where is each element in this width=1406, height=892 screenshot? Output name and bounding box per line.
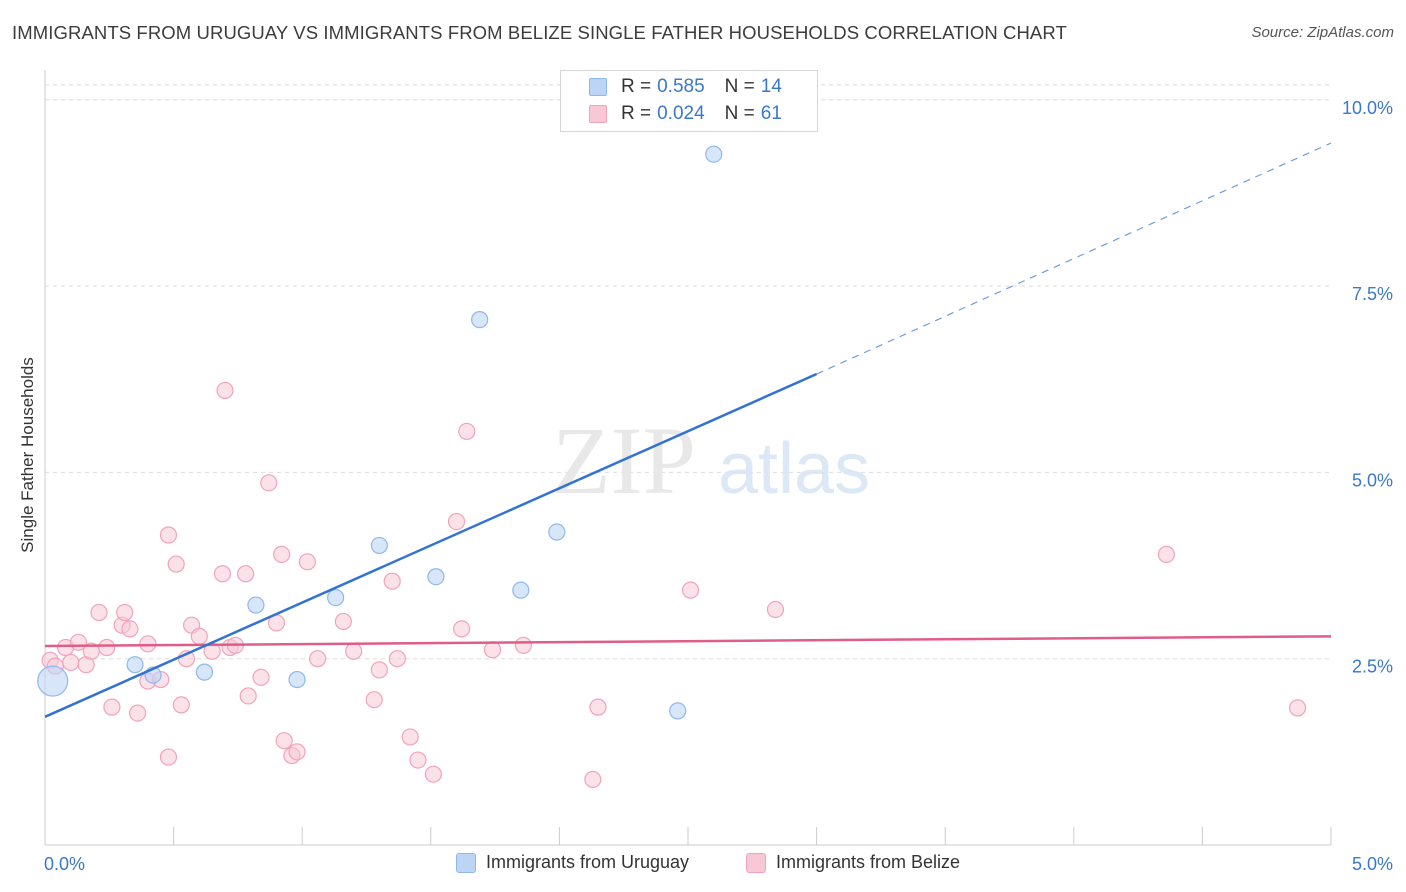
belize-point: [252, 668, 270, 686]
belize-legend-label: Immigrants from Belize: [776, 852, 961, 872]
belize-point: [116, 603, 134, 622]
belize-point: [584, 770, 602, 789]
source-label: Source: ZipAtlas.com: [1251, 24, 1394, 41]
tick-labels: 2.5% 5.0% 7.5% 10.0% 0.0% 5.0%: [44, 98, 1393, 874]
belize-point: [275, 732, 293, 750]
y-tick-label: 2.5%: [1352, 657, 1393, 677]
belize-point: [216, 381, 234, 400]
y-tick-label: 5.0%: [1352, 470, 1393, 490]
belize-point: [90, 603, 108, 622]
belize-point: [103, 698, 121, 716]
belize-point: [159, 526, 178, 544]
belize-point: [139, 635, 157, 653]
watermark-atlas: atlas: [718, 429, 870, 509]
uruguay-point: [548, 523, 566, 541]
belize-point: [766, 600, 785, 619]
belize-point: [62, 653, 80, 672]
x-tick-label-end: 5.0%: [1352, 854, 1393, 874]
belize-point: [370, 661, 388, 679]
belize-point: [239, 687, 257, 705]
belize-point: [260, 474, 278, 492]
belize-point: [365, 691, 383, 709]
r-label: R =: [621, 103, 652, 124]
belize-point: [681, 581, 700, 599]
uruguay-point: [37, 665, 69, 697]
belize-point: [98, 638, 116, 657]
uruguay-point: [247, 596, 265, 614]
belize-point: [401, 728, 419, 746]
uruguay-point: [126, 656, 144, 674]
legend-item-belize: Immigrants from Belize: [746, 852, 960, 873]
trend-lines: [44, 142, 1332, 718]
belize-point: [409, 751, 427, 769]
r-value: 0.585: [657, 76, 705, 97]
belize-point: [273, 545, 291, 563]
belize-point: [334, 612, 352, 631]
stats-legend: R = 0.585 N = 14 R = 0.024 N = 61: [560, 70, 818, 132]
n-value: 61: [760, 103, 782, 124]
belize-trend-line: [44, 635, 1332, 648]
n-label: N =: [724, 76, 755, 97]
uruguay-point: [288, 670, 306, 689]
n-value: 14: [760, 76, 782, 97]
belize-point: [309, 650, 327, 668]
belize-point: [1157, 545, 1175, 563]
belize-legend-swatch: [746, 852, 766, 873]
chart-title: IMMIGRANTS FROM URUGUAY VS IMMIGRANTS FR…: [12, 22, 1067, 43]
belize-swatch: [589, 105, 607, 123]
r-label: R =: [621, 76, 652, 97]
belize-point: [483, 641, 502, 659]
r-value: 0.024: [657, 103, 705, 124]
belize-point: [514, 636, 532, 654]
series-belize-points: [41, 381, 1307, 789]
belize-point: [424, 765, 442, 783]
series-uruguay-points: [37, 145, 723, 720]
belize-point: [213, 565, 232, 583]
watermark: ZIP atlas: [552, 407, 870, 514]
belize-point: [159, 748, 178, 766]
uruguay-point: [427, 568, 445, 586]
x-tick-label-start: 0.0%: [44, 854, 85, 874]
belize-point: [167, 555, 185, 573]
belize-point: [388, 650, 406, 668]
belize-point: [121, 620, 139, 638]
belize-point: [1288, 699, 1307, 717]
uruguay-legend-swatch: [456, 852, 476, 873]
uruguay-trend-line: [44, 372, 818, 718]
belize-point: [172, 696, 190, 714]
uruguay-point: [669, 702, 687, 720]
uruguay-swatch: [589, 78, 607, 96]
uruguay-point: [705, 145, 723, 163]
legend-row-belize: R = 0.024 N = 61: [561, 102, 782, 126]
belize-point: [447, 512, 466, 531]
y-tick-label: 7.5%: [1352, 284, 1393, 304]
belize-point: [345, 642, 363, 660]
belize-point: [298, 553, 316, 571]
belize-point: [190, 627, 208, 645]
legend-row-uruguay: R = 0.585 N = 14: [561, 75, 782, 99]
uruguay-point: [471, 311, 489, 329]
belize-point: [288, 743, 306, 761]
legend-item-uruguay: Immigrants from Uruguay: [456, 852, 689, 873]
y-tick-label: 10.0%: [1342, 98, 1393, 118]
uruguay-point: [195, 663, 214, 681]
uruguay-legend-label: Immigrants from Uruguay: [486, 852, 690, 872]
uruguay-trend-extension: [816, 142, 1332, 375]
uruguay-point: [327, 588, 345, 607]
belize-point: [458, 422, 476, 441]
belize-point: [128, 704, 147, 722]
uruguay-point: [512, 581, 530, 599]
belize-point: [383, 572, 401, 590]
belize-point: [589, 698, 607, 716]
uruguay-point: [370, 536, 388, 555]
n-label: N =: [724, 103, 755, 124]
belize-point: [237, 565, 255, 583]
belize-point: [453, 620, 471, 638]
